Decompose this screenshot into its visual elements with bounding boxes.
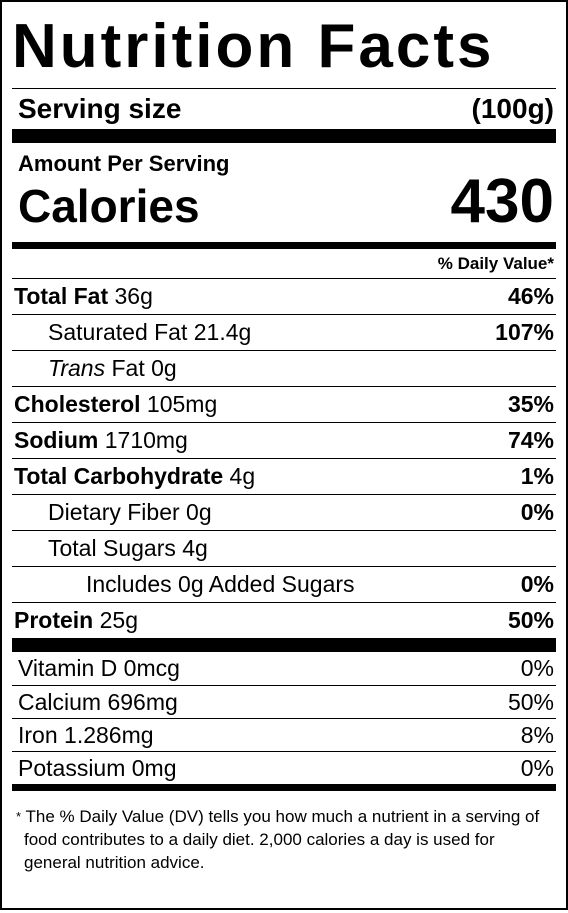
nutrient-amount: 36g <box>108 283 153 309</box>
nutrient-row-total-fat: Total Fat 36g 46% <box>12 278 556 314</box>
nutrient-row-sodium: Sodium 1710mg 74% <box>12 422 556 458</box>
nutrient-row-trans-fat: Trans Fat 0g <box>12 350 556 386</box>
nutrient-name: Total Carbohydrate <box>14 463 224 489</box>
thick-divider <box>12 129 556 143</box>
nutrient-dv: 0% <box>520 571 554 597</box>
nutrient-name: Fat 0g <box>105 355 177 381</box>
nutrient-row-added-sugars: Includes 0g Added Sugars 0% <box>12 566 556 602</box>
nutrient-amount: 25g <box>93 607 138 633</box>
medium-divider <box>12 784 556 791</box>
nutrient-name-italic: Trans <box>48 355 106 381</box>
divider <box>12 88 556 89</box>
serving-size-row: Serving size (100g) <box>12 89 556 129</box>
nutrient-dv: 107% <box>495 319 554 345</box>
calories-value: 430 <box>450 167 554 236</box>
calories-label: Calories <box>18 180 200 232</box>
thick-divider <box>12 638 556 652</box>
vitamin-name: Potassium 0mg <box>18 754 177 781</box>
nutrient-row-total-carbohydrate: Total Carbohydrate 4g 1% <box>12 458 556 494</box>
nutrient-name: Sodium <box>14 427 99 453</box>
serving-size-value: (100g) <box>471 93 554 124</box>
nutrient-row-cholesterol: Cholesterol 105mg 35% <box>12 386 556 422</box>
calories-row: Calories 430 <box>18 171 554 233</box>
vitamin-name: Calcium 696mg <box>18 688 178 715</box>
nutrient-amount: 105mg <box>140 391 218 417</box>
vitamin-name: Vitamin D 0mcg <box>18 655 180 681</box>
nutrient-row-saturated-fat: Saturated Fat 21.4g 107% <box>12 314 556 350</box>
daily-value-header: % Daily Value* <box>437 254 554 273</box>
nutrient-name: Dietary Fiber 0g <box>48 499 212 525</box>
vitamin-dv: 50% <box>507 688 554 715</box>
nutrient-dv: 0% <box>520 499 554 525</box>
vitamin-dv: 0% <box>520 655 554 681</box>
nutrient-row-dietary-fiber: Dietary Fiber 0g 0% <box>12 494 556 530</box>
nutrient-dv: 50% <box>507 607 554 633</box>
vitamin-dv: 0% <box>520 754 554 781</box>
nutrient-amount: 4g <box>223 463 256 489</box>
nutrient-name: Cholesterol <box>14 391 141 417</box>
medium-divider <box>12 242 556 249</box>
nutrient-name: Total Sugars 4g <box>48 535 208 561</box>
serving-size-label: Serving size <box>18 93 182 124</box>
vitamin-dv: 8% <box>520 721 554 748</box>
label-title: Nutrition Facts <box>12 12 495 81</box>
vitamin-row-vitamin-d: Vitamin D 0mcg 0% <box>12 652 556 685</box>
vitamin-name: Iron 1.286mg <box>18 721 154 748</box>
calories-block: Amount Per Serving Calories 430 <box>12 143 556 242</box>
nutrient-dv: 1% <box>520 463 554 489</box>
vitamin-row-calcium: Calcium 696mg 50% <box>12 685 556 718</box>
vitamin-row-potassium: Potassium 0mg 0% <box>12 751 556 784</box>
nutrient-dv: 74% <box>507 427 554 453</box>
nutrient-name: Protein <box>14 607 94 633</box>
daily-value-footnote: * The % Daily Value (DV) tells you how m… <box>12 791 556 874</box>
amount-per-serving-label: Amount Per Serving <box>18 151 230 176</box>
nutrient-row-protein: Protein 25g 50% <box>12 602 556 638</box>
footnote-text: The % Daily Value (DV) tells you how muc… <box>24 807 540 872</box>
nutrient-name: Saturated Fat 21.4g <box>48 319 252 345</box>
nutrient-row-total-sugars: Total Sugars 4g <box>12 530 556 566</box>
nutrient-dv: 35% <box>507 391 554 417</box>
nutrient-name: Total Fat <box>14 283 109 309</box>
vitamin-row-iron: Iron 1.286mg 8% <box>12 718 556 751</box>
nutrient-dv: 46% <box>507 283 554 309</box>
nutrient-amount: 1710mg <box>98 427 188 453</box>
nutrient-name: Includes 0g Added Sugars <box>86 571 355 597</box>
footnote-star: * <box>16 809 22 824</box>
